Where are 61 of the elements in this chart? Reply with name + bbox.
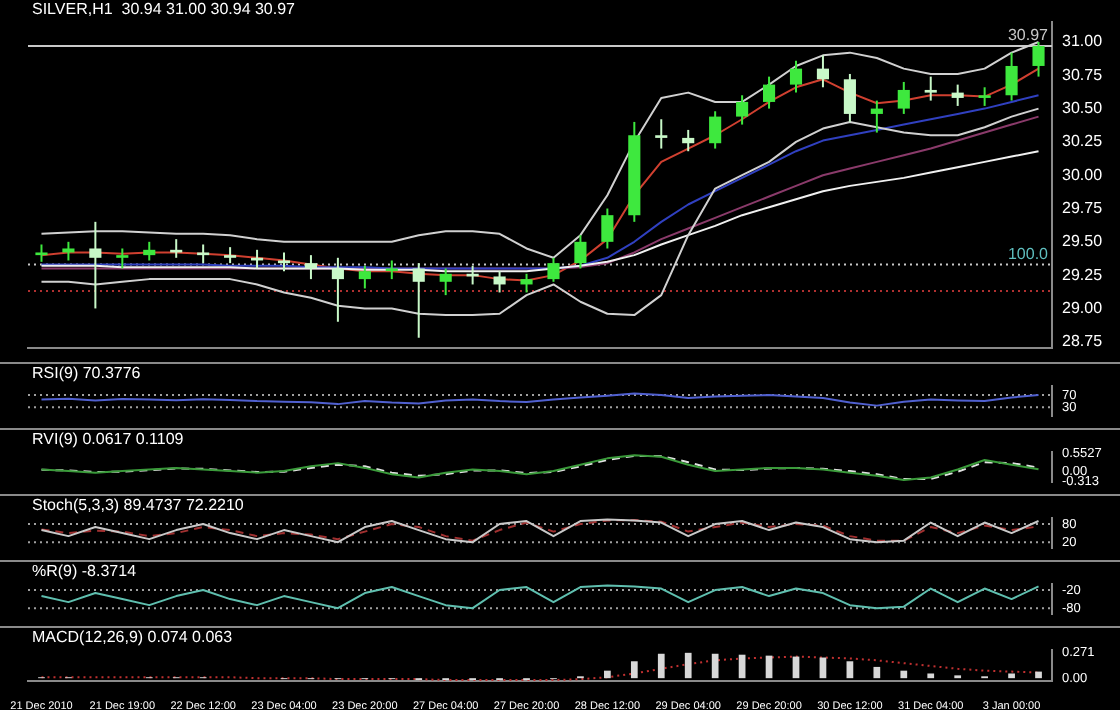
candlestick <box>520 272 533 294</box>
candlestick <box>816 54 830 89</box>
bar <box>1008 673 1015 679</box>
ref-line-label: 30.97 <box>1007 26 1050 45</box>
candlestick <box>574 234 587 270</box>
y-tick-label: 29.50 <box>1062 232 1104 251</box>
bar <box>927 673 935 679</box>
bar <box>630 661 638 679</box>
candlestick <box>601 207 614 250</box>
annotation: 100.0 <box>1007 244 1050 263</box>
candlestick <box>62 240 75 262</box>
y-tick-label: 29.00 <box>1062 298 1104 317</box>
candlestick <box>951 83 964 107</box>
candlestick <box>304 254 318 281</box>
candlestick <box>143 240 156 262</box>
candlestick <box>89 220 102 310</box>
candlestick <box>978 86 991 107</box>
candlestick <box>870 99 883 134</box>
candlestick <box>736 94 749 126</box>
y-tick-label: 29.75 <box>1062 198 1104 217</box>
bar <box>1035 671 1042 679</box>
y-tick-label: 31.00 <box>1062 32 1104 51</box>
bar <box>711 653 719 679</box>
bar <box>604 670 611 679</box>
candlestick <box>277 251 291 273</box>
candlestick <box>709 110 722 150</box>
chart-title: RVI(9) 0.0617 0.1109 <box>32 430 185 449</box>
chart-title: RSI(9) 70.3776 <box>32 364 142 383</box>
candlestick <box>789 59 803 94</box>
candlestick <box>924 75 937 102</box>
chart-title: Stoch(5,3,3) 89.4737 72.2210 <box>32 496 245 515</box>
chart-title: %R(9) -8.3714 <box>32 562 138 581</box>
candlestick <box>547 256 560 283</box>
y-tick-label: 28.75 <box>1062 332 1104 351</box>
candlestick <box>897 80 910 115</box>
y-tick-label: 30.25 <box>1062 132 1104 151</box>
candlestick <box>682 128 695 153</box>
y-tick-label: 29.25 <box>1062 265 1104 284</box>
candlestick <box>331 256 344 323</box>
y-tick-label: 30.75 <box>1062 65 1104 84</box>
candlestick <box>1032 40 1045 78</box>
y-tick-label: 30.00 <box>1062 165 1104 184</box>
candlestick <box>762 75 776 110</box>
bar <box>900 670 908 679</box>
bar <box>657 653 665 679</box>
candlestick <box>358 264 371 290</box>
candlestick <box>493 270 506 294</box>
candlestick <box>843 72 856 123</box>
candlestick <box>1005 51 1018 102</box>
candlestick <box>655 118 668 150</box>
y-tick-label: 30.50 <box>1062 99 1104 117</box>
candlestick <box>116 247 129 270</box>
chart-title: MACD(12,26,9) 0.074 0.063 <box>32 628 234 647</box>
line-series <box>40 655 1040 681</box>
bar <box>873 666 881 679</box>
bar <box>684 652 692 679</box>
candlestick <box>197 243 210 265</box>
candlestick <box>385 259 398 281</box>
chart-title: SILVER,H1 30.94 31.00 30.94 30.97 <box>32 0 297 19</box>
candlestick <box>439 267 452 297</box>
candlestick <box>412 262 425 339</box>
